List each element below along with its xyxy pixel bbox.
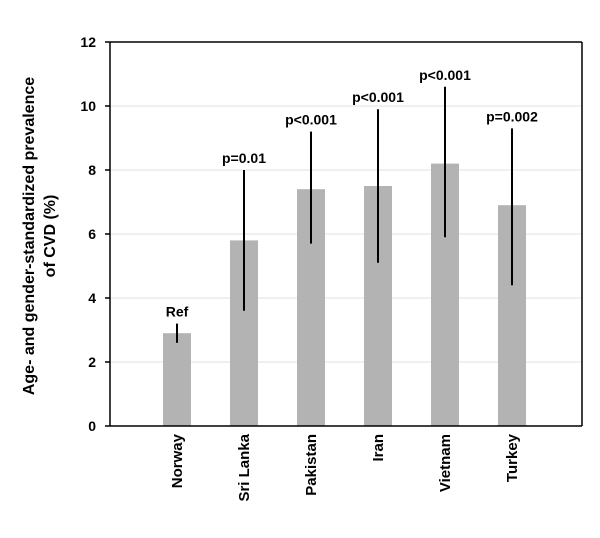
x-tick-label: Turkey bbox=[504, 433, 521, 482]
y-tick-label: 0 bbox=[88, 418, 96, 434]
y-tick-label: 2 bbox=[88, 354, 96, 370]
y-tick-label: 4 bbox=[88, 290, 96, 306]
x-tick-label: Sri Lanka bbox=[236, 433, 253, 501]
p-value-label: p<0.001 bbox=[352, 89, 404, 105]
y-tick-label: 6 bbox=[88, 226, 96, 242]
p-value-label: p=0.01 bbox=[222, 150, 266, 166]
y-tick-label: 12 bbox=[80, 34, 96, 50]
x-tick-label: Pakistan bbox=[303, 434, 320, 496]
x-tick-label: Norway bbox=[169, 433, 186, 488]
bar-norway bbox=[163, 333, 191, 426]
x-tick-label: Iran bbox=[370, 434, 387, 462]
y-tick-label: 8 bbox=[88, 162, 96, 178]
y-axis-label: Age- and gender-standardized prevalence … bbox=[21, 77, 59, 395]
p-value-label: Ref bbox=[166, 304, 189, 320]
p-value-label: p<0.001 bbox=[419, 67, 471, 83]
y-axis-label-line1: Age- and gender-standardized prevalence bbox=[21, 77, 38, 395]
y-axis-label-line2: of CVD (%) bbox=[42, 195, 59, 278]
y-tick-label: 10 bbox=[80, 98, 96, 114]
x-tick-label: Vietnam bbox=[437, 434, 454, 492]
p-value-label: p=0.002 bbox=[486, 108, 538, 124]
p-value-label: p<0.001 bbox=[285, 112, 337, 128]
